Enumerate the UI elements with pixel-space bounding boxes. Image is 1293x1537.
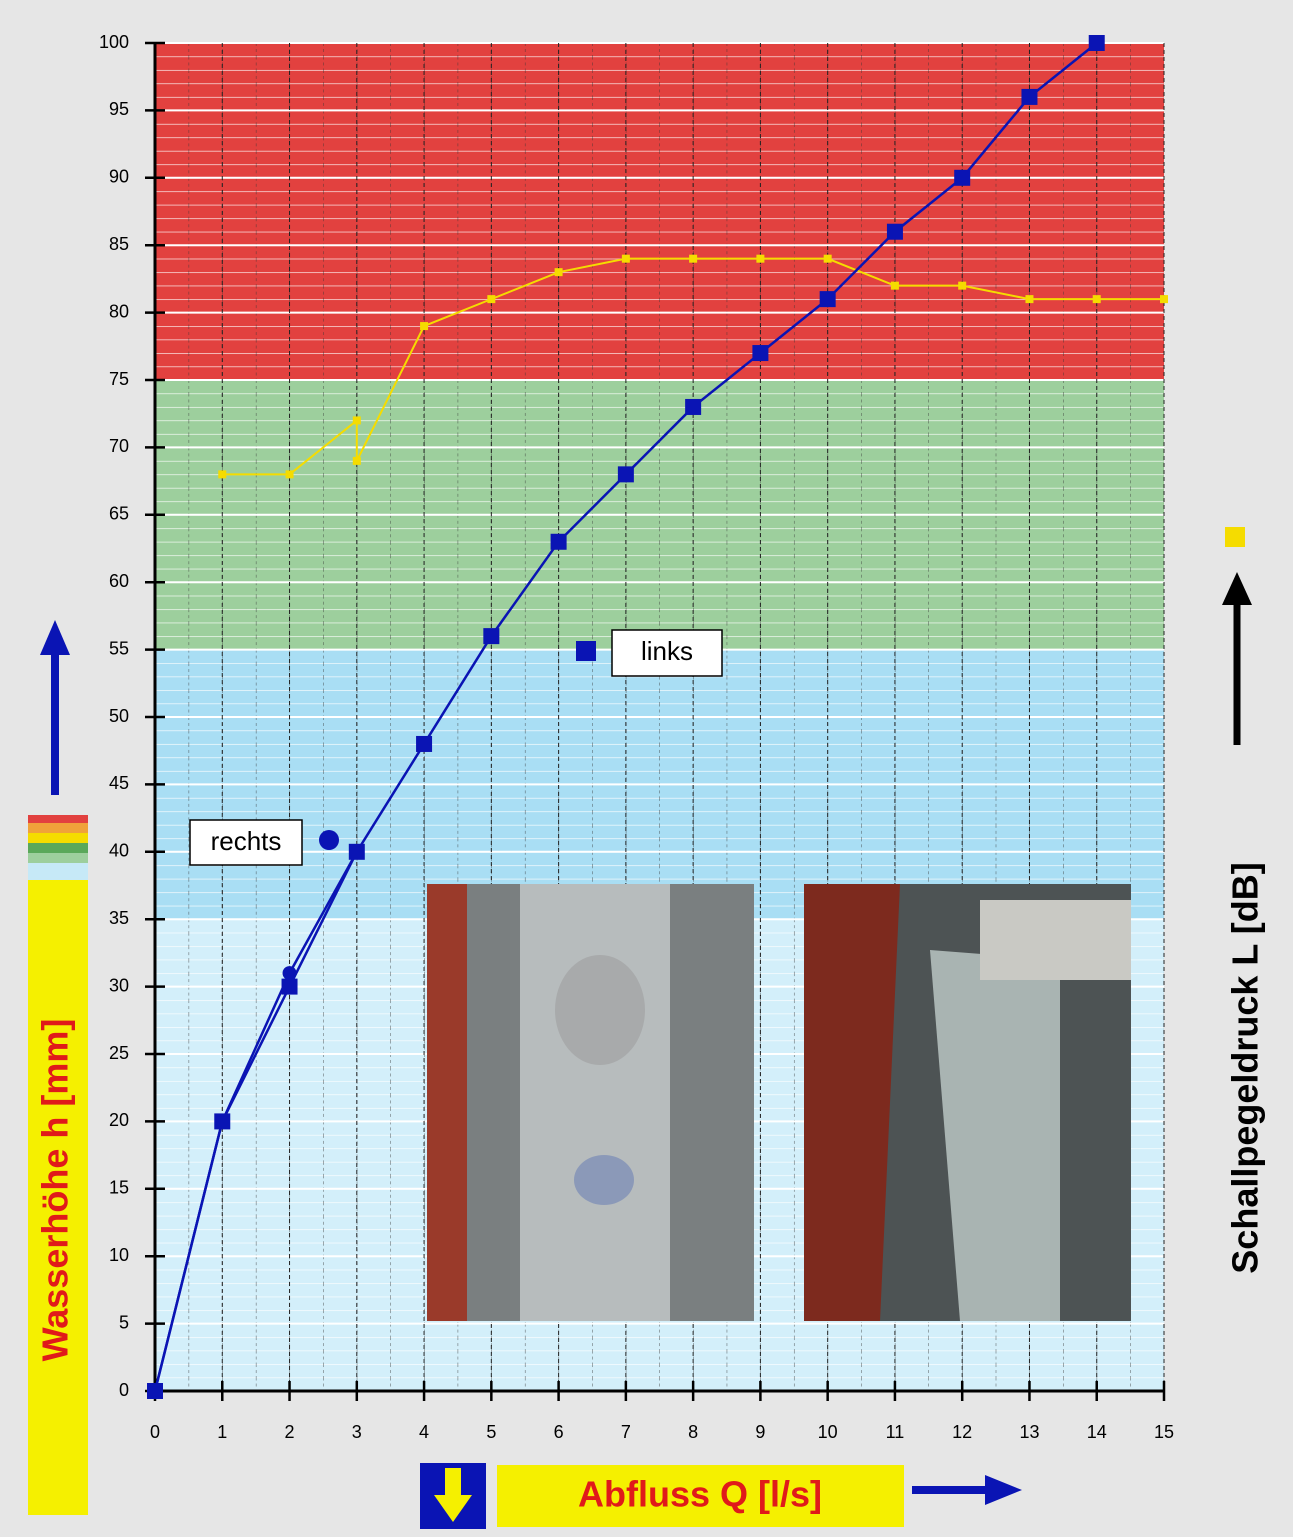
- x-tick-label: 9: [755, 1422, 765, 1442]
- point: [1160, 295, 1168, 304]
- y-tick-label: 15: [109, 1178, 129, 1198]
- stripe: [28, 853, 88, 863]
- x-tick-label: 5: [486, 1422, 496, 1442]
- point: [550, 533, 567, 550]
- point: [420, 322, 429, 331]
- legend-label: links: [641, 636, 693, 666]
- stripe: [28, 823, 88, 833]
- legend-box: [611, 629, 723, 677]
- y-tick-label: 50: [109, 706, 129, 726]
- point: [147, 1383, 163, 1399]
- x-tick-label: 13: [1019, 1422, 1039, 1442]
- y-tick-label: 30: [109, 975, 129, 995]
- x-axis-label: Abfluss Q [l/s]: [578, 1474, 822, 1515]
- series-line: [222, 257, 1164, 476]
- point: [1092, 295, 1101, 304]
- point: [958, 281, 967, 290]
- x-tick-label: 1: [217, 1422, 227, 1442]
- point: [1025, 295, 1034, 304]
- x-tick-label: 14: [1087, 1422, 1107, 1442]
- point: [352, 456, 361, 465]
- legend-label: rechts: [211, 826, 282, 856]
- stripe: [28, 815, 88, 823]
- point: [1021, 88, 1038, 105]
- x-tick-label: 4: [419, 1422, 429, 1442]
- point: [487, 295, 496, 304]
- point: [890, 281, 899, 290]
- y-tick-label: 20: [109, 1110, 129, 1130]
- point: [819, 291, 836, 308]
- y-tick-label: 0: [119, 1380, 129, 1400]
- y-tick-label: 100: [99, 32, 129, 52]
- point: [214, 1113, 231, 1130]
- y-tick-label: 60: [109, 571, 129, 591]
- y-tick-label: 65: [109, 504, 129, 524]
- y-tick-label: 5: [119, 1312, 129, 1332]
- point: [285, 470, 294, 479]
- point: [886, 223, 903, 240]
- y-tick-label: 45: [109, 773, 129, 793]
- point: [954, 169, 971, 186]
- legend-marker: [1225, 527, 1245, 547]
- y-tick-label: 10: [109, 1245, 129, 1265]
- y-tick-label: 35: [109, 908, 129, 928]
- point: [282, 966, 297, 981]
- x-tick-label: 6: [554, 1422, 564, 1442]
- point: [218, 470, 227, 479]
- icon: [434, 1468, 472, 1522]
- x-tick-label: 3: [352, 1422, 362, 1442]
- point: [554, 268, 563, 277]
- point: [483, 628, 500, 645]
- stripe: [28, 863, 88, 880]
- x-tick-label: 10: [818, 1422, 838, 1442]
- photo-left: [427, 884, 754, 1321]
- point: [752, 345, 769, 362]
- arrow: [1222, 572, 1252, 605]
- y-tick-label: 80: [109, 301, 129, 321]
- y-tick-label: 25: [109, 1043, 129, 1063]
- x-tick-label: 7: [621, 1422, 631, 1442]
- arrow: [40, 620, 70, 655]
- y-tick-label: 55: [109, 638, 129, 658]
- point: [1088, 35, 1105, 51]
- point: [685, 398, 702, 415]
- point: [756, 254, 765, 263]
- y2-axis-label: Schallpegeldruck L [dB]: [1225, 862, 1266, 1273]
- x-tick-label: 8: [688, 1422, 698, 1442]
- x-tick-label: 11: [886, 1422, 905, 1442]
- x-tick-label: 15: [1154, 1422, 1174, 1442]
- point: [348, 843, 365, 860]
- legend-marker: [576, 641, 596, 661]
- photo-right: [804, 884, 1131, 1321]
- legend-box: [189, 819, 303, 866]
- point: [281, 978, 298, 995]
- x-tick-label: 0: [150, 1422, 160, 1442]
- y-tick-label: 70: [109, 436, 129, 456]
- point: [416, 735, 433, 752]
- y-tick-label: 40: [109, 841, 129, 861]
- stripe: [28, 833, 88, 843]
- y-tick-label: 95: [109, 99, 129, 119]
- y-tick-label: 75: [109, 369, 129, 389]
- stripe: [28, 843, 88, 853]
- y-label-box: [28, 880, 88, 1515]
- y-tick-label: 90: [109, 167, 129, 187]
- point: [823, 254, 832, 263]
- point: [352, 416, 361, 425]
- arrow: [985, 1475, 1022, 1505]
- point: [689, 254, 698, 263]
- x-tick-label: 12: [952, 1422, 972, 1442]
- x-tick-label: 2: [285, 1422, 295, 1442]
- x-label-box: [497, 1465, 904, 1527]
- point: [617, 466, 634, 483]
- point: [621, 254, 630, 263]
- y-axis-label: Wasserhöhe h [mm]: [35, 1019, 76, 1362]
- legend-marker: [319, 830, 339, 850]
- y-tick-label: 85: [109, 234, 129, 254]
